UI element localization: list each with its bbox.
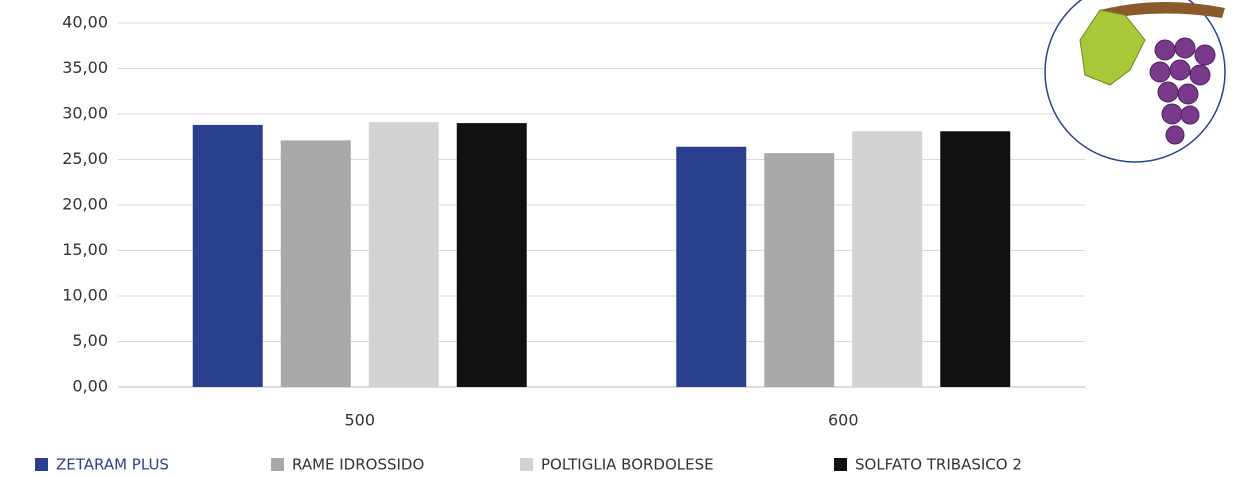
bar [456,123,527,387]
bar [764,153,835,387]
bar [676,146,747,387]
legend-label: SOLFATO TRIBASICO 2 [855,456,1022,474]
bar [852,131,923,387]
legend-swatch [834,458,847,471]
legend-swatch [520,458,533,471]
y-tick-label: 20,00 [62,195,108,214]
legend-swatch [35,458,48,471]
bar [192,124,263,388]
bar [280,140,351,387]
y-tick-label: 15,00 [62,240,108,259]
y-tick-label: 25,00 [62,149,108,168]
grape-illustration [1044,0,1226,163]
legend-swatch [271,458,284,471]
y-tick-label: 30,00 [62,104,108,123]
y-tick-label: 0,00 [72,377,108,396]
plot: 0,00 5,00 10,00 15,00 20,00 25,00 30,00 35,00 40… [35,13,1085,474]
y-tick-label: 40,00 [62,13,108,32]
x-tick-label: 500 [344,411,375,430]
x-tick-label: 600 [828,411,859,430]
y-tick-label: 10,00 [62,286,108,305]
y-tick-label: 35,00 [62,58,108,77]
legend-label: RAME IDROSSIDO [292,456,424,474]
bar [940,131,1011,387]
legend-label: POLTIGLIA BORDOLESE [541,456,714,474]
legend-label: ZETARAM PLUS [56,456,169,474]
bar [368,122,439,387]
y-tick-label: 5,00 [72,331,108,350]
